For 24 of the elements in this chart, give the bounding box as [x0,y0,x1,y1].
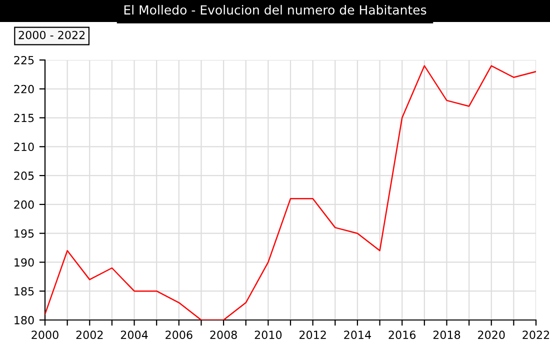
x-tick-label: 2010 [254,330,282,340]
y-tick-label: 180 [14,316,34,324]
x-tick-label: 2002 [76,330,103,340]
y-tick-label: 205 [14,172,34,180]
y-tick-label: 215 [14,114,34,122]
y-tick-label: 225 [14,56,34,64]
y-tick-label: 195 [14,229,34,238]
y-tick-label: 200 [14,200,34,209]
x-tick-label: 2004 [120,330,148,340]
y-tick-label: 190 [14,258,34,267]
chart-title: El Molledo - Evolucion del numero de Habitantes [124,4,426,15]
y-tick-label: 210 [14,142,34,152]
x-tick-label: 2018 [433,330,460,340]
x-tick-label: 2000 [32,330,58,340]
x-tick-label: 2020 [478,330,505,340]
x-tick-label: 2012 [299,330,326,340]
y-tick-label: 220 [14,84,34,94]
x-tick-label: 2022 [522,330,550,340]
x-tick-label: 2016 [388,330,416,340]
x-tick-label: 2008 [210,330,237,340]
x-tick-label: 2006 [166,330,192,340]
text: 2000 - 2022 [18,30,85,40]
y-tick-label: 185 [14,287,34,296]
x-tick-label: 2014 [344,330,371,340]
